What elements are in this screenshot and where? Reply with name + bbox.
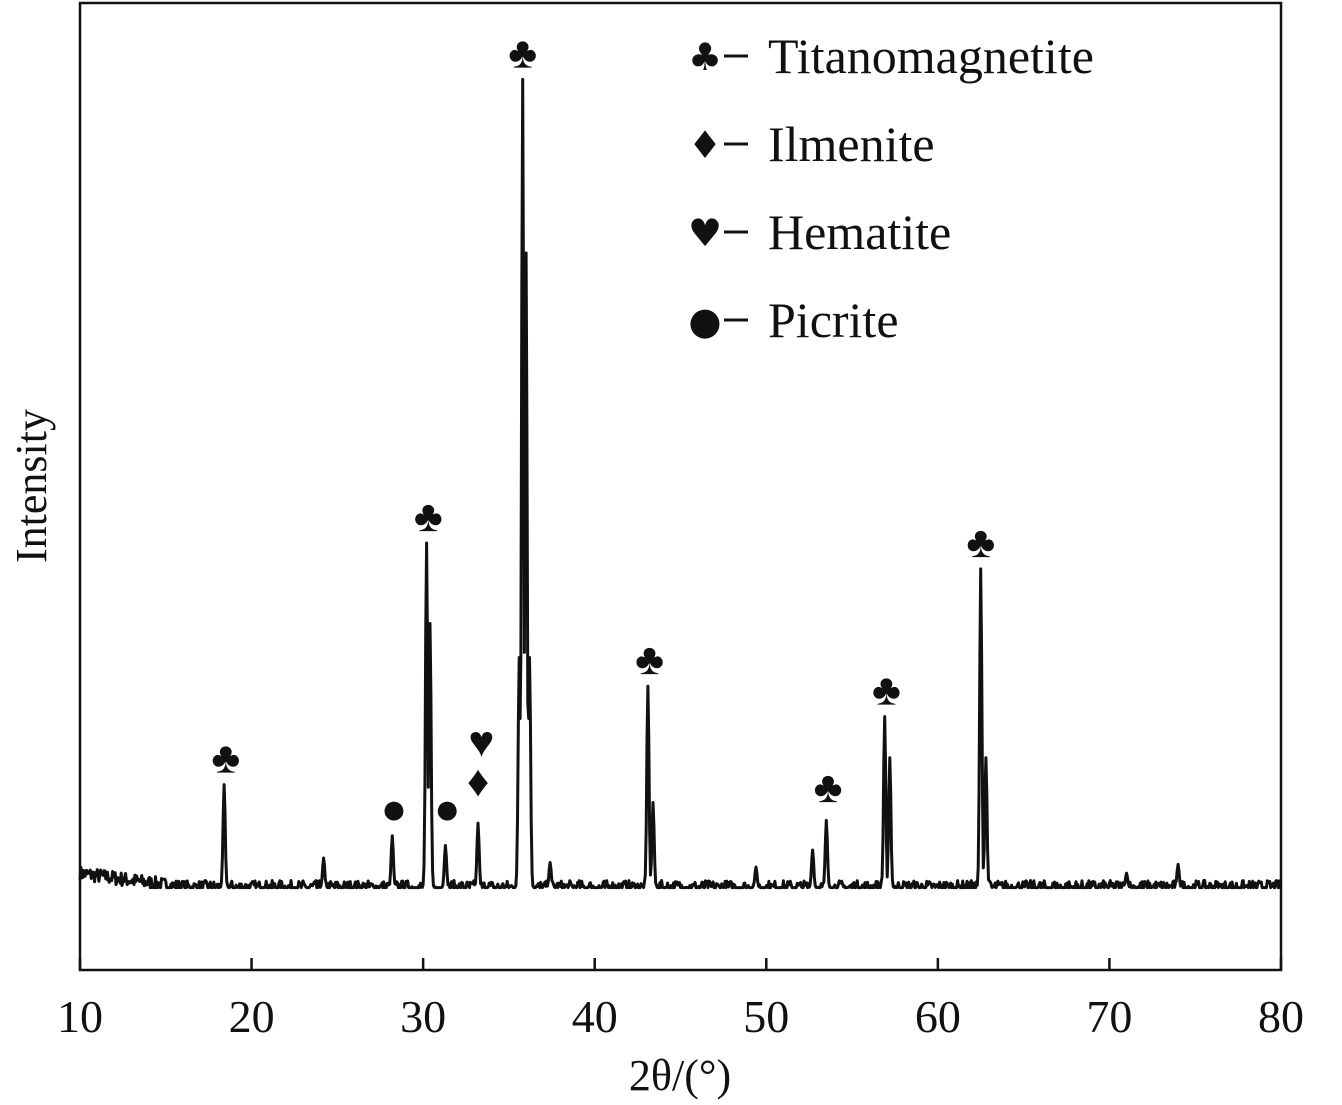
x-tick-label: 70: [1086, 991, 1132, 1042]
peak-marker-4: ♦: [467, 757, 489, 806]
legend-label: Titanomagnetite: [768, 28, 1094, 84]
legend: ♣ Titanomagnetite ♦ Ilmenite ♥ Hematite ● Picri…: [688, 28, 1094, 348]
peak-marker-1: ●: [381, 785, 408, 834]
peak-marker-2: ♣: [414, 492, 443, 541]
x-tick-label: 60: [915, 991, 961, 1042]
xrd-spectrum-line: [78, 77, 1282, 890]
peak-annotations: ♣●♣●♦♥♣♣♣♣♣: [211, 28, 995, 833]
legend-symbol: ♦: [688, 123, 722, 167]
peak-marker-6: ♣: [508, 28, 537, 77]
peak-marker-3: ●: [434, 785, 461, 834]
legend-label: Picrite: [768, 292, 899, 348]
legend-label: Hematite: [768, 204, 951, 260]
plot-frame: [78, 1, 1283, 972]
x-tick-label: 50: [743, 991, 789, 1042]
peak-marker-5: ♥: [468, 718, 494, 767]
peak-marker-7: ♣: [635, 635, 664, 684]
peak-marker-10: ♣: [966, 518, 995, 567]
x-tick-label: 10: [57, 991, 103, 1042]
x-axis-title: 2θ/(°): [629, 1051, 731, 1100]
x-axis: 10 20 30 40 50 60 70 80: [57, 958, 1304, 1042]
legend-symbol: ♣: [688, 35, 722, 79]
x-tick-label: 20: [229, 991, 275, 1042]
legend-label: Ilmenite: [768, 116, 935, 172]
y-axis-title: Intensity: [7, 409, 56, 563]
peak-marker-9: ♣: [872, 666, 901, 715]
peak-marker-8: ♣: [814, 763, 843, 812]
legend-symbol: ●: [688, 299, 721, 343]
peak-marker-0: ♣: [211, 734, 240, 783]
legend-symbol: ♥: [688, 211, 722, 255]
x-tick-label: 80: [1258, 991, 1304, 1042]
x-tick-label: 30: [400, 991, 446, 1042]
x-tick-label: 40: [572, 991, 618, 1042]
